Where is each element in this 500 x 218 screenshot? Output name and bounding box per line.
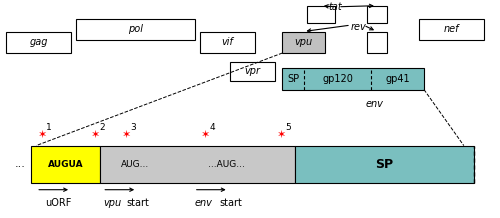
Text: pol: pol (128, 24, 143, 34)
Text: ✶: ✶ (90, 130, 100, 140)
Text: env: env (195, 198, 212, 208)
Text: tat: tat (328, 2, 342, 12)
Text: AUGUA: AUGUA (48, 160, 84, 169)
Bar (367, 32, 386, 53)
Bar (282, 32, 325, 53)
Bar (282, 68, 424, 90)
Bar (230, 62, 275, 81)
Text: rev: rev (350, 22, 366, 32)
Text: gp41: gp41 (385, 74, 410, 84)
Text: ...: ... (14, 159, 26, 169)
Bar (419, 19, 484, 40)
Bar (6, 32, 71, 53)
Text: start: start (126, 198, 150, 208)
Text: 1: 1 (46, 123, 52, 132)
Bar (76, 19, 196, 40)
Text: uORF: uORF (46, 198, 72, 208)
Text: gp120: gp120 (322, 74, 353, 84)
Text: AUG...: AUG... (120, 160, 149, 169)
Text: 2: 2 (99, 123, 104, 132)
Text: nef: nef (444, 24, 459, 34)
Text: 4: 4 (210, 123, 216, 132)
Text: ✶: ✶ (202, 130, 210, 140)
Text: gag: gag (30, 37, 48, 47)
Text: vpr: vpr (244, 66, 260, 76)
Bar (200, 32, 255, 53)
Text: vpu: vpu (294, 37, 312, 47)
Text: ✶: ✶ (276, 130, 286, 140)
Bar (31, 146, 100, 183)
Text: 3: 3 (130, 123, 136, 132)
Text: ✶: ✶ (38, 130, 47, 140)
Text: start: start (220, 198, 242, 208)
Text: ✶: ✶ (122, 130, 131, 140)
Text: vif: vif (222, 37, 234, 47)
Text: env: env (366, 99, 384, 109)
Text: SP: SP (287, 74, 300, 84)
Text: vpu: vpu (103, 198, 122, 208)
Text: 5: 5 (285, 123, 290, 132)
Text: ...AUG...: ...AUG... (208, 160, 245, 169)
Bar (307, 6, 334, 23)
Bar (367, 6, 386, 23)
Bar (294, 146, 474, 183)
Bar (100, 146, 294, 183)
Text: SP: SP (375, 158, 393, 171)
